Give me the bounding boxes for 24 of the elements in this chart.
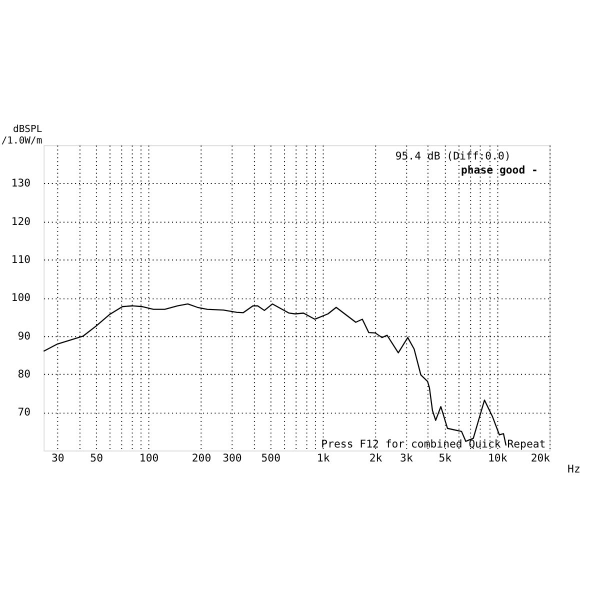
x-tick-label: 50 [90, 452, 103, 465]
x-tick-label: 100 [139, 452, 159, 465]
x-tick-label: 2k [369, 452, 383, 465]
x-tick-label: 30 [51, 452, 64, 465]
x-tick-label: 20k [530, 452, 551, 465]
y-tick-label: 110 [11, 253, 31, 266]
x-tick-label: 300 [222, 452, 242, 465]
x-axis-title: Hz [568, 462, 580, 476]
x-tick-label: 200 [192, 452, 212, 465]
y-axis-title: dBSPL /1.0W/m [1, 124, 42, 147]
y-tick-label: 100 [11, 291, 31, 304]
y-tick-label: 130 [11, 176, 31, 190]
x-tick-label: 500 [261, 452, 280, 465]
y-tick-label: 80 [18, 368, 31, 381]
y-tick-label: 90 [18, 329, 31, 342]
x-tick-label: 1k [316, 452, 330, 465]
annotation: 95.4 dB (Diff:0.0) [395, 150, 511, 163]
annotation: phase good - [460, 163, 538, 176]
x-tick-label: 5k [438, 452, 452, 465]
x-tick-label: 3k [400, 452, 414, 465]
x-tick-label: 10k [488, 452, 508, 465]
annotation: Press F12 for combined Quick Repeat [321, 438, 546, 451]
y-tick-label: 70 [18, 406, 31, 419]
y-tick-label: 120 [11, 214, 31, 228]
